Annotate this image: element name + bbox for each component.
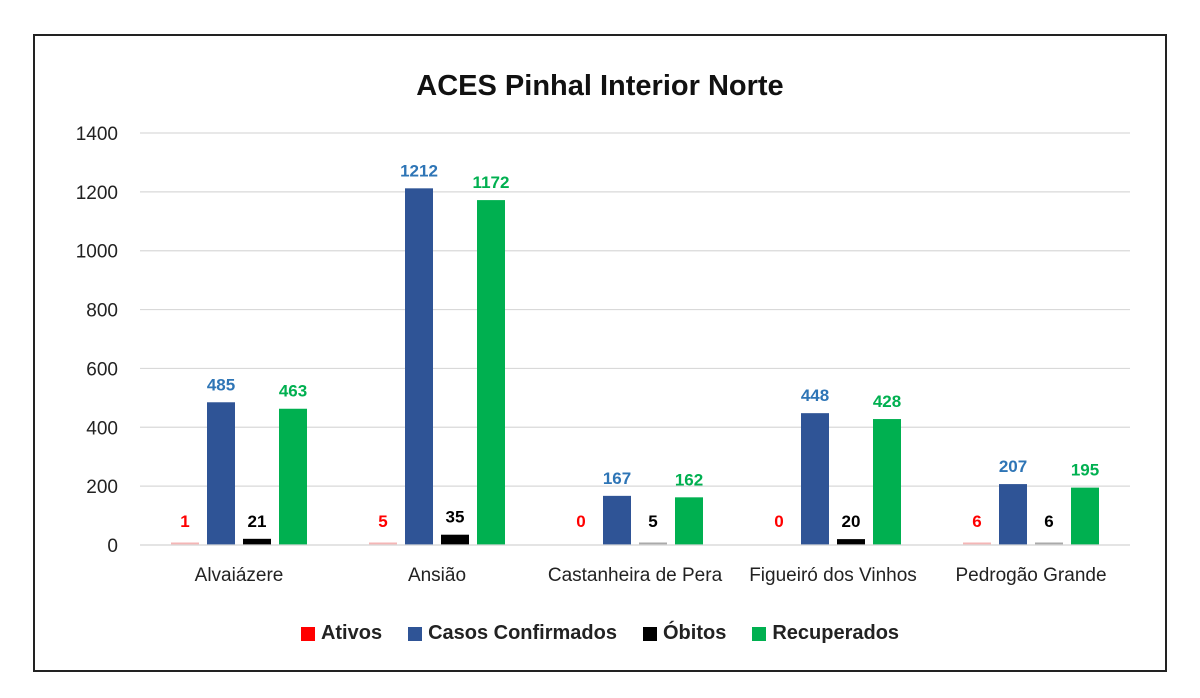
data-label: 5 bbox=[648, 512, 657, 531]
bar bbox=[279, 408, 307, 545]
chart-frame bbox=[33, 34, 1167, 672]
x-tick-label: Figueiró dos Vinhos bbox=[749, 565, 917, 586]
legend-label: Óbitos bbox=[663, 622, 727, 644]
bar bbox=[405, 188, 433, 545]
y-tick-label: 1400 bbox=[76, 124, 118, 145]
legend: Ativos Casos Confirmados Óbitos Recuperados bbox=[0, 622, 1200, 645]
data-label: 162 bbox=[675, 470, 703, 489]
bar bbox=[1035, 542, 1063, 545]
x-tick-label: Alvaiázere bbox=[195, 565, 284, 586]
bar bbox=[675, 497, 703, 545]
data-label: 0 bbox=[774, 512, 783, 531]
bar bbox=[801, 413, 829, 545]
legend-label: Ativos bbox=[320, 622, 383, 644]
data-label: 6 bbox=[1044, 512, 1053, 531]
bar bbox=[369, 542, 397, 545]
data-label: 0 bbox=[576, 512, 585, 531]
legend-item: Ativos bbox=[300, 622, 383, 645]
data-label: 6 bbox=[972, 512, 981, 531]
legend-item: Recuperados bbox=[752, 622, 899, 645]
bar bbox=[873, 419, 901, 545]
data-label: 428 bbox=[873, 392, 901, 411]
bar bbox=[477, 200, 505, 545]
data-label: 463 bbox=[279, 382, 307, 401]
x-tick-label: Pedrogão Grande bbox=[955, 565, 1106, 586]
bar bbox=[837, 539, 865, 545]
legend-swatch bbox=[300, 626, 315, 641]
y-tick-label: 200 bbox=[86, 477, 118, 498]
data-label: 1172 bbox=[473, 173, 510, 192]
data-label: 35 bbox=[446, 508, 465, 527]
bar bbox=[207, 402, 235, 545]
bar bbox=[243, 538, 271, 545]
data-label: 20 bbox=[842, 512, 861, 531]
data-label: 167 bbox=[603, 469, 631, 488]
bar bbox=[1071, 487, 1099, 545]
bar bbox=[441, 534, 469, 545]
legend-label: Recuperados bbox=[772, 622, 900, 644]
legend-swatch bbox=[408, 626, 423, 641]
bar bbox=[963, 542, 991, 545]
legend-swatch bbox=[643, 626, 657, 641]
data-label: 5 bbox=[378, 512, 387, 531]
data-label: 1 bbox=[180, 512, 189, 531]
x-tick-label: Castanheira de Pera bbox=[548, 565, 723, 586]
legend-item: Casos Confirmados bbox=[408, 622, 617, 645]
data-label: 485 bbox=[207, 375, 235, 394]
bar bbox=[603, 495, 631, 545]
y-tick-label: 800 bbox=[86, 301, 118, 322]
y-tick-label: 1000 bbox=[76, 242, 118, 263]
legend-label: Casos Confirmados bbox=[428, 622, 617, 644]
data-label: 1212 bbox=[400, 161, 438, 180]
data-label: 207 bbox=[999, 457, 1027, 476]
legend-item: Óbitos bbox=[643, 622, 726, 645]
data-label: 195 bbox=[1071, 461, 1099, 480]
data-label: 448 bbox=[801, 386, 829, 405]
data-label: 21 bbox=[248, 512, 267, 531]
x-tick-label: Ansião bbox=[408, 565, 466, 586]
bar bbox=[639, 542, 667, 545]
y-tick-label: 400 bbox=[86, 418, 118, 439]
bar bbox=[171, 542, 199, 545]
bar bbox=[999, 484, 1027, 545]
chart-title: ACES Pinhal Interior Norte bbox=[416, 70, 784, 102]
y-tick-label: 600 bbox=[86, 359, 118, 380]
y-tick-label: 0 bbox=[107, 536, 118, 557]
y-tick-label: 1200 bbox=[76, 183, 118, 204]
legend-swatch bbox=[752, 626, 767, 641]
